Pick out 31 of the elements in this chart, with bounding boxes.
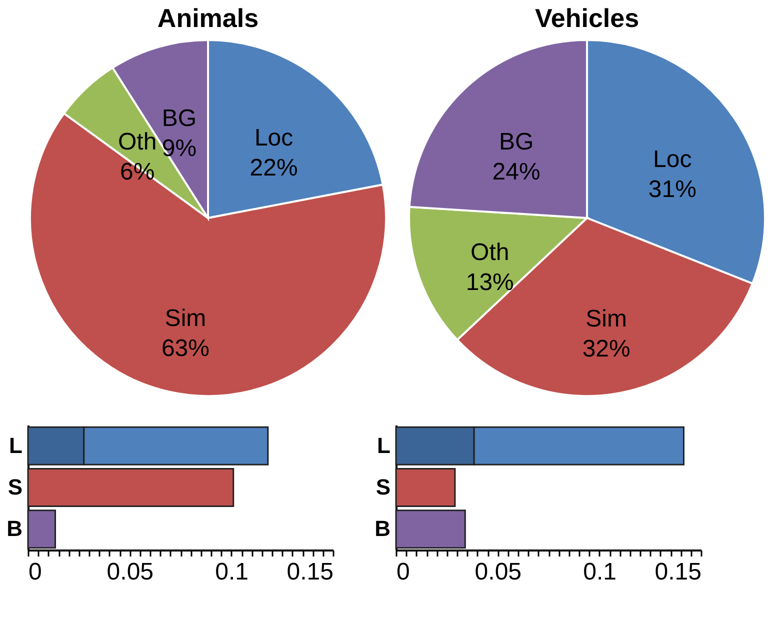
x-tick-label: 0.05	[474, 558, 522, 586]
data-label: 31%	[648, 176, 696, 203]
y-tick-label: S	[8, 474, 22, 500]
data-label: 9%	[162, 134, 197, 162]
y-tick-label: L	[377, 432, 390, 458]
x-tick-label: 0	[28, 558, 42, 586]
data-label: 13%	[466, 268, 514, 296]
data-label: 22%	[250, 154, 298, 182]
x-tick-label: 0.05	[106, 558, 154, 586]
data-label: 24%	[492, 158, 540, 186]
data-label: 32%	[582, 335, 630, 362]
x-tick-label: 0.15	[286, 558, 334, 586]
x-tick-label: 0.15	[654, 558, 702, 586]
y-tick-label: B	[374, 516, 390, 542]
x-tick-label: 0	[396, 558, 410, 586]
slice-label: Loc	[653, 146, 692, 173]
slice-label: Sim	[164, 304, 206, 332]
x-tick-label: 0.1	[583, 558, 617, 586]
y-tick-label: L	[9, 432, 22, 458]
y-tick-label: S	[376, 474, 390, 500]
slice-label: Sim	[586, 305, 628, 332]
x-tick-label: 0.1	[215, 558, 249, 586]
y-tick-label: B	[6, 516, 22, 542]
data-label: 63%	[161, 334, 210, 362]
slice-label: Oth	[470, 238, 510, 266]
slice-label: Loc	[254, 124, 294, 152]
chart-title: Vehicles	[534, 3, 640, 33]
chart-title: Animals	[157, 3, 259, 33]
slice-label: BG	[498, 128, 534, 156]
slice-label: Oth	[118, 128, 157, 156]
slice-label: BG	[162, 104, 197, 132]
